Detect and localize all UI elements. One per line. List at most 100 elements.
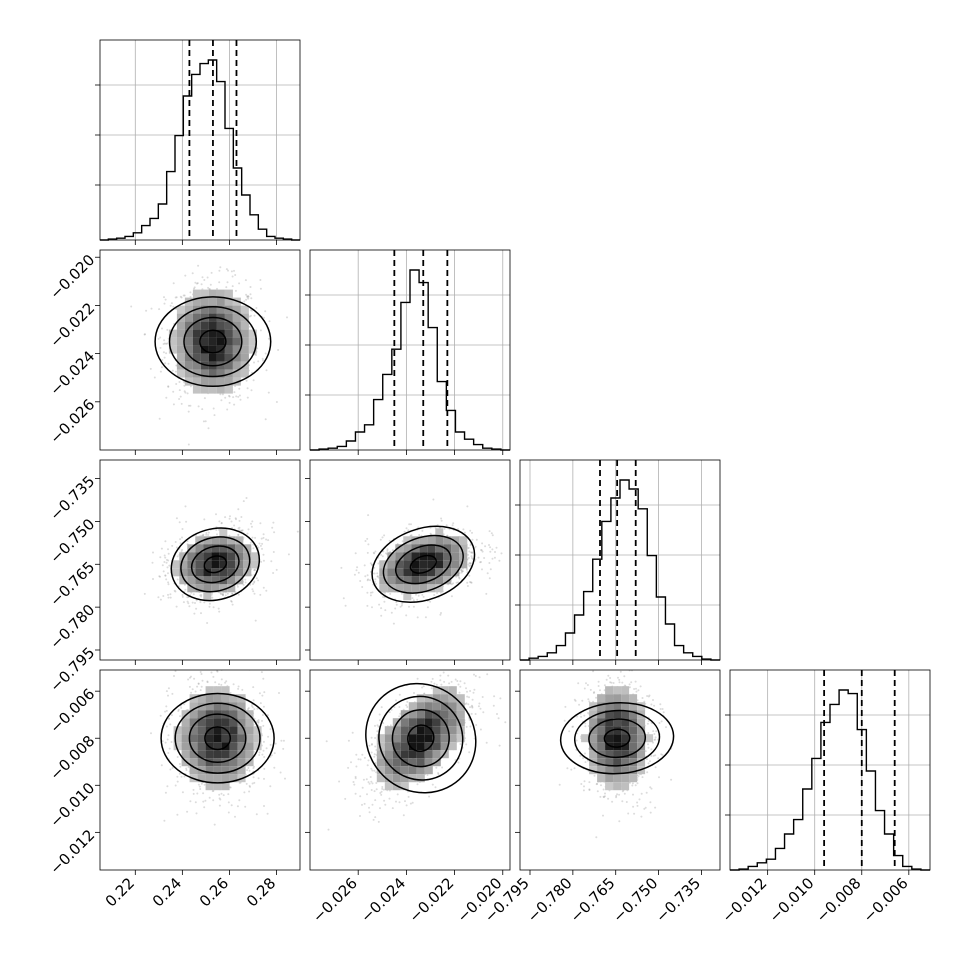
scatter-point: [252, 767, 255, 770]
density-cell: [213, 686, 222, 695]
density-cell: [232, 361, 241, 370]
scatter-point: [395, 603, 398, 606]
scatter-point: [174, 541, 177, 543]
scatter-point: [460, 568, 463, 571]
density-cell: [189, 718, 198, 727]
density-cell: [237, 766, 246, 775]
scatter-point: [470, 551, 472, 554]
scatter-point: [421, 593, 424, 596]
density-cell: [400, 774, 409, 783]
scatter-point: [395, 699, 397, 702]
density-cell: [221, 758, 230, 767]
scatter-point: [471, 551, 474, 554]
scatter-point: [199, 788, 202, 790]
scatter-point: [402, 814, 405, 817]
density-cell: [243, 544, 252, 553]
scatter-point: [167, 717, 170, 720]
density-cell: [176, 329, 185, 338]
scatter-point: [416, 598, 419, 601]
density-cell: [240, 321, 249, 330]
scatter-point: [436, 592, 439, 594]
scatter-point: [401, 540, 404, 543]
scatter-point: [469, 725, 472, 728]
density-cell: [176, 305, 185, 314]
scatter-point: [189, 404, 192, 407]
scatter-point: [216, 287, 218, 290]
scatter-point: [464, 703, 467, 706]
scatter-point: [233, 403, 236, 406]
scatter-point: [248, 325, 251, 328]
density-cell: [216, 305, 225, 314]
density-cell: [197, 774, 206, 783]
density-cell: [408, 726, 417, 735]
scatter-point: [409, 534, 412, 537]
scatter-point: [469, 706, 472, 709]
scatter-point: [469, 564, 472, 567]
scatter-point: [430, 680, 433, 683]
scatter-point: [167, 752, 170, 754]
density-cell: [181, 710, 190, 719]
scatter-point: [219, 266, 222, 269]
density-cell: [392, 742, 401, 751]
scatter-point: [230, 664, 232, 666]
density-cell: [419, 544, 428, 553]
density-cell: [384, 758, 393, 767]
scatter-point: [375, 788, 378, 791]
density-cell: [443, 552, 452, 561]
scatter-point: [439, 674, 442, 677]
scatter-point: [187, 766, 190, 769]
scatter-point: [227, 811, 230, 814]
scatter-point: [247, 295, 250, 298]
scatter-point: [468, 574, 471, 577]
scatter-point: [189, 295, 192, 298]
scatter-point: [226, 592, 229, 595]
scatter-point: [497, 717, 500, 720]
scatter-point: [237, 527, 240, 530]
contour-line: [204, 726, 232, 751]
scatter-point: [253, 581, 256, 584]
density-cell: [181, 758, 190, 767]
density-cell: [400, 766, 409, 775]
scatter-point: [364, 575, 367, 578]
contour-line: [188, 713, 247, 764]
density-cell: [376, 742, 385, 751]
density-cell: [253, 726, 262, 735]
density-cell: [443, 568, 452, 577]
scatter-point: [491, 548, 494, 551]
scatter-point: [203, 601, 206, 604]
density-cell: [213, 718, 222, 727]
scatter-point: [230, 600, 233, 602]
scatter-point: [376, 572, 379, 575]
scatter-point: [180, 550, 183, 553]
scatter-point: [257, 719, 260, 722]
scatter-point: [206, 276, 209, 279]
scatter-point: [184, 505, 187, 508]
scatter-point: [279, 771, 282, 774]
scatter-point: [189, 800, 192, 803]
density-cell: [224, 361, 233, 370]
panel-content: [310, 670, 510, 870]
scatter-point: [249, 286, 252, 288]
scatter-point: [384, 591, 386, 594]
scatter-point: [401, 602, 404, 605]
scatter-point: [174, 308, 177, 310]
density-cell: [419, 560, 428, 569]
scatter-point: [160, 764, 163, 767]
density-cell: [408, 742, 417, 751]
scatter-point: [446, 534, 449, 537]
scatter-point: [325, 740, 328, 743]
density-cell: [189, 766, 198, 775]
scatter-point: [474, 675, 477, 677]
scatter-point: [263, 767, 266, 770]
scatter-point: [495, 546, 498, 549]
scatter-point: [422, 595, 425, 598]
scatter-point: [287, 553, 290, 556]
scatter-point: [382, 722, 385, 725]
scatter-point: [259, 544, 262, 547]
density-cell: [192, 313, 201, 322]
density-cell: [197, 734, 206, 743]
scatter-point: [417, 594, 420, 597]
density-cell: [184, 345, 193, 354]
scatter-point: [202, 533, 205, 536]
scatter-point: [194, 801, 197, 804]
